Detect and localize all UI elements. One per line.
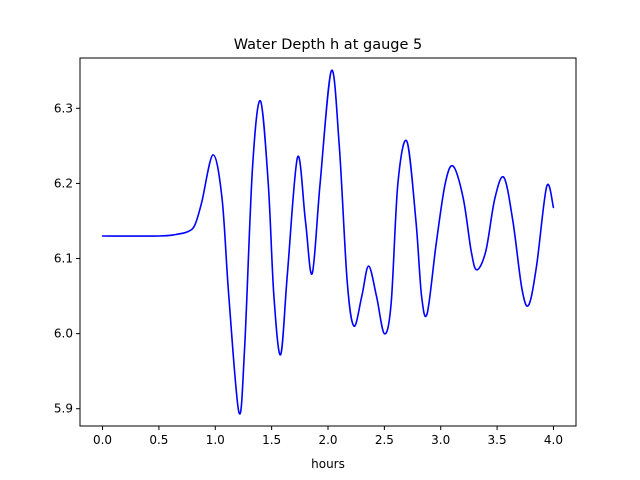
x-tick-label: 3.5 [488,433,507,447]
x-tick-label: 4.0 [544,433,563,447]
y-tick-label: 5.9 [54,402,73,416]
x-tick-label: 0.5 [149,433,168,447]
x-tick-label: 2.5 [375,433,394,447]
y-tick-label: 6.2 [54,176,73,190]
y-tick-label: 6.3 [54,101,73,115]
y-tick-label: 6.0 [54,327,73,341]
x-tick-label: 1.0 [206,433,225,447]
y-axis: 5.9 6.0 6.1 6.2 6.3 [54,101,80,416]
y-tick-label: 6.1 [54,252,73,266]
series-line [101,69,555,415]
x-tick-label: 2.0 [318,433,337,447]
x-tick-label: 3.0 [431,433,450,447]
x-tick-label: 1.5 [262,433,281,447]
chart-title: Water Depth h at gauge 5 [234,37,422,53]
x-tick-label: 0.0 [93,433,112,447]
x-axis: 0.0 0.5 1.0 1.5 2.0 2.5 3.0 3.5 4.0 [93,426,563,447]
x-axis-label: hours [311,457,345,471]
